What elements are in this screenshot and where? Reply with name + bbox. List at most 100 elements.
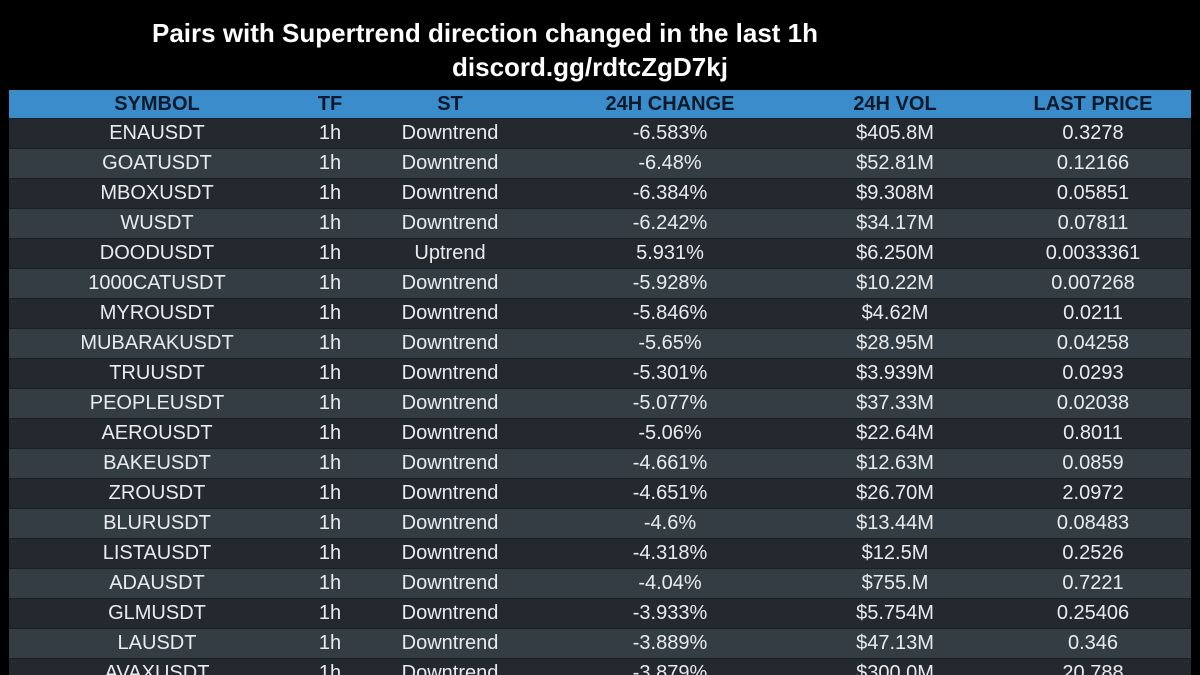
volume-cell: $10.22M — [795, 268, 995, 299]
volume-cell: $9.308M — [795, 178, 995, 209]
volume-cell: $4.62M — [795, 298, 995, 329]
pairs-table: SYMBOL TF ST 24H CHANGE 24H VOL LAST PRI… — [9, 90, 1191, 675]
tf-cell: 1h — [305, 388, 355, 419]
volume-cell: $37.33M — [795, 388, 995, 419]
table-row: GOATUSDT 1h Downtrend -6.48% $52.81M 0.12166 — [9, 148, 1191, 179]
table-row: AVAXUSDT 1h Downtrend -3.879% $300.0M 20.788 — [9, 658, 1191, 675]
volume-cell: $28.95M — [795, 328, 995, 359]
price-cell: 0.0293 — [995, 358, 1191, 389]
st-cell: Downtrend — [355, 118, 545, 149]
tf-cell: 1h — [305, 658, 355, 675]
st-cell: Downtrend — [355, 328, 545, 359]
symbol-cell: MYROUSDT — [9, 298, 305, 329]
st-cell: Downtrend — [355, 298, 545, 329]
price-cell: 0.07811 — [995, 208, 1191, 239]
column-header-last-price: LAST PRICE — [1033, 93, 1153, 115]
table-row: MUBARAKUSDT 1h Downtrend -5.65% $28.95M 0.042… — [9, 328, 1191, 359]
symbol-cell: GOATUSDT — [9, 148, 305, 179]
tf-cell: 1h — [305, 538, 355, 569]
tf-cell: 1h — [305, 328, 355, 359]
price-cell: 20.788 — [995, 658, 1191, 675]
price-cell: 0.25406 — [995, 598, 1191, 629]
table-row: LAUSDT 1h Downtrend -3.889% $47.13M 0.346 — [9, 628, 1191, 659]
symbol-cell: AEROUSDT — [9, 418, 305, 449]
tf-cell: 1h — [305, 118, 355, 149]
volume-cell: $755.M — [795, 568, 995, 599]
price-cell: 0.0859 — [995, 448, 1191, 479]
st-cell: Downtrend — [355, 418, 545, 449]
st-cell: Downtrend — [355, 208, 545, 239]
tf-cell: 1h — [305, 598, 355, 629]
table-row: MBOXUSDT 1h Downtrend -6.384% $9.308M 0.05851 — [9, 178, 1191, 209]
symbol-cell: 1000CATUSDT — [9, 268, 305, 299]
tf-cell: 1h — [305, 418, 355, 449]
symbol-cell: LISTAUSDT — [9, 538, 305, 569]
volume-cell: $47.13M — [795, 628, 995, 659]
price-cell: 0.0033361 — [995, 238, 1191, 269]
st-cell: Downtrend — [355, 148, 545, 179]
symbol-cell: TRUUSDT — [9, 358, 305, 389]
table-row: PEOPLEUSDT 1h Downtrend -5.077% $37.33M 0.020… — [9, 388, 1191, 419]
price-cell: 0.8011 — [995, 418, 1191, 449]
volume-cell: $13.44M — [795, 508, 995, 539]
price-cell: 2.0972 — [995, 478, 1191, 509]
volume-cell: $5.754M — [795, 598, 995, 629]
table-row: DOODUSDT 1h Uptrend 5.931% $6.250M 0.0033361 — [9, 238, 1191, 269]
st-cell: Uptrend — [355, 238, 545, 269]
st-cell: Downtrend — [355, 658, 545, 675]
symbol-cell: ENAUSDT — [9, 118, 305, 149]
price-cell: 0.08483 — [995, 508, 1191, 539]
change-cell: -4.318% — [545, 538, 795, 569]
tf-cell: 1h — [305, 478, 355, 509]
price-cell: 0.3278 — [995, 118, 1191, 149]
table-row: 1000CATUSDT 1h Downtrend -5.928% $10.22M 0.00… — [9, 268, 1191, 299]
column-header-symbol: SYMBOL — [114, 93, 200, 115]
change-cell: -4.651% — [545, 478, 795, 509]
change-cell: -6.583% — [545, 118, 795, 149]
table-row: AEROUSDT 1h Downtrend -5.06% $22.64M 0.8011 — [9, 418, 1191, 449]
volume-cell: $52.81M — [795, 148, 995, 179]
change-cell: -4.661% — [545, 448, 795, 479]
price-cell: 0.346 — [995, 628, 1191, 659]
change-cell: -3.933% — [545, 598, 795, 629]
price-cell: 0.12166 — [995, 148, 1191, 179]
price-cell: 0.05851 — [995, 178, 1191, 209]
volume-cell: $26.70M — [795, 478, 995, 509]
st-cell: Downtrend — [355, 478, 545, 509]
price-cell: 0.7221 — [995, 568, 1191, 599]
change-cell: -5.301% — [545, 358, 795, 389]
table-row: BAKEUSDT 1h Downtrend -4.661% $12.63M 0.0859 — [9, 448, 1191, 479]
volume-cell: $12.63M — [795, 448, 995, 479]
volume-cell: $300.0M — [795, 658, 995, 675]
tf-cell: 1h — [305, 448, 355, 479]
change-cell: -3.889% — [545, 628, 795, 659]
symbol-cell: AVAXUSDT — [9, 658, 305, 675]
symbol-cell: GLMUSDT — [9, 598, 305, 629]
table-row: TRUUSDT 1h Downtrend -5.301% $3.939M 0.0293 — [9, 358, 1191, 389]
volume-cell: $3.939M — [795, 358, 995, 389]
tf-cell: 1h — [305, 268, 355, 299]
price-cell: 0.04258 — [995, 328, 1191, 359]
table-row: LISTAUSDT 1h Downtrend -4.318% $12.5M 0.2526 — [9, 538, 1191, 569]
column-header-24h-change: 24H CHANGE — [605, 93, 735, 115]
tf-cell: 1h — [305, 298, 355, 329]
st-cell: Downtrend — [355, 388, 545, 419]
change-cell: -6.242% — [545, 208, 795, 239]
page-title: Pairs with Supertrend direction changed … — [152, 18, 819, 48]
st-cell: Downtrend — [355, 178, 545, 209]
price-cell: 0.007268 — [995, 268, 1191, 299]
table-row: ADAUSDT 1h Downtrend -4.04% $755.M 0.7221 — [9, 568, 1191, 599]
st-cell: Downtrend — [355, 448, 545, 479]
tf-cell: 1h — [305, 508, 355, 539]
table-header-row: SYMBOL TF ST 24H CHANGE 24H VOL LAST PRI… — [9, 90, 1191, 119]
st-cell: Downtrend — [355, 598, 545, 629]
change-cell: -5.928% — [545, 268, 795, 299]
tf-cell: 1h — [305, 568, 355, 599]
volume-cell: $34.17M — [795, 208, 995, 239]
symbol-cell: LAUSDT — [9, 628, 305, 659]
table-row: MYROUSDT 1h Downtrend -5.846% $4.62M 0.0211 — [9, 298, 1191, 329]
column-header-st: ST — [437, 93, 463, 115]
change-cell: -5.077% — [545, 388, 795, 419]
discord-link: discord.gg/rdtcZgD7kj — [452, 52, 728, 82]
symbol-cell: BAKEUSDT — [9, 448, 305, 479]
